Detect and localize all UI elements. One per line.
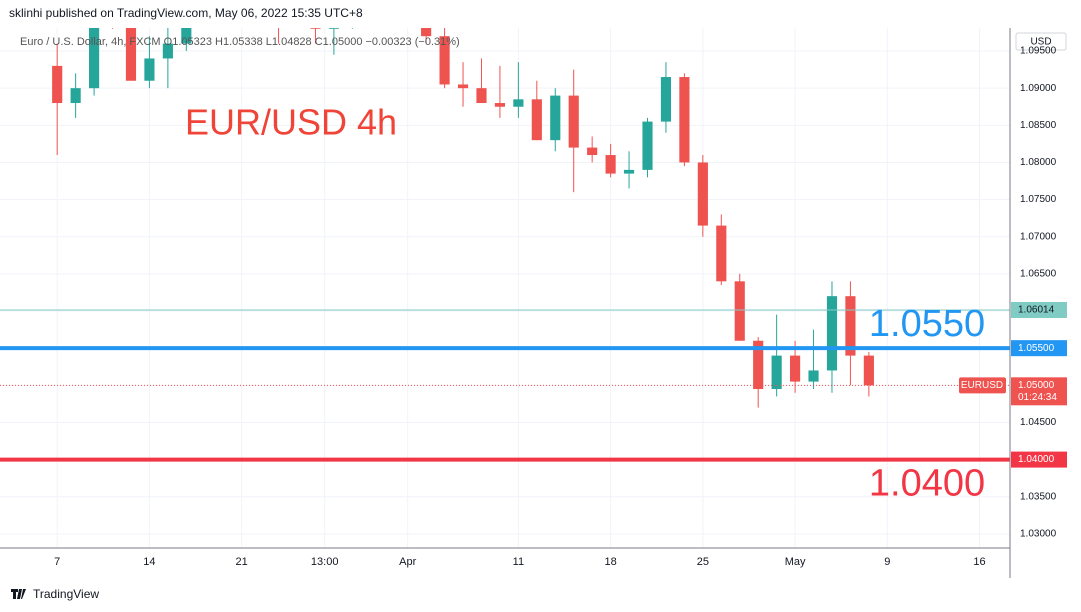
level-label: 1.0550	[869, 303, 985, 345]
candle-body	[808, 370, 819, 382]
candle-body	[421, 28, 432, 37]
price-tag-label: 1.06014	[1018, 305, 1055, 316]
candle-body	[845, 296, 856, 356]
x-tick-label: 16	[973, 556, 985, 568]
candle-body	[587, 147, 598, 156]
candle-body	[753, 340, 764, 390]
candle-body	[310, 28, 321, 29]
plot-area	[52, 28, 874, 408]
candle-body	[697, 162, 708, 226]
x-tick-label: 21	[236, 556, 248, 568]
y-tick-label: 1.03000	[1020, 529, 1057, 540]
countdown: 01:24:34	[1018, 392, 1057, 403]
price-tag	[1011, 340, 1067, 357]
level-label: 1.0400	[869, 463, 985, 505]
candle-body	[642, 121, 653, 170]
price-tag-label: 1.05500	[1018, 343, 1055, 354]
candle-body	[513, 99, 524, 107]
x-tick-label: May	[785, 556, 806, 568]
candle-body	[623, 169, 635, 174]
legend: Euro / U.S. Dollar, 4h, FXCM O1.05323 H1…	[20, 36, 460, 48]
price-tag	[1011, 301, 1067, 318]
candle-body	[734, 281, 745, 341]
currency-box[interactable]	[1015, 32, 1067, 51]
x-tick-label: 11	[513, 556, 524, 568]
y-tick-label: 1.04500	[1020, 417, 1057, 428]
candle-body	[70, 88, 81, 104]
candle-body	[679, 77, 690, 163]
candle-body	[550, 95, 561, 141]
price-tag-label: 1.04000	[1018, 454, 1055, 465]
candle-body	[790, 355, 801, 382]
candle-body	[144, 58, 155, 81]
y-tick-label: 1.07500	[1020, 194, 1057, 205]
candle-body	[531, 99, 542, 141]
x-tick-label: 7	[54, 556, 60, 568]
price-tag-label: 1.05000	[1018, 380, 1055, 391]
candle-body	[568, 95, 579, 148]
x-tick-label: Apr	[399, 556, 416, 568]
footer: TradingView	[33, 587, 99, 601]
candle-body	[863, 355, 874, 386]
candle-body	[162, 43, 173, 59]
candle-body	[439, 36, 450, 85]
y-tick-label: 1.07000	[1020, 231, 1057, 242]
candle-body	[125, 28, 137, 81]
y-tick-label: 1.09500	[1020, 46, 1057, 57]
candle-body	[771, 355, 782, 390]
price-tag	[1011, 451, 1067, 468]
currency[interactable]: USD	[1030, 37, 1051, 48]
header: sklinhi published on TradingView.com, Ma…	[9, 6, 363, 20]
chart-title: EUR/USD 4h	[185, 102, 397, 143]
x-tick-label: 13:00	[311, 556, 339, 568]
candle-body	[660, 77, 672, 122]
y-tick-label: 1.09000	[1020, 83, 1057, 94]
candle-body	[716, 225, 727, 282]
y-tick-label: 1.06500	[1020, 269, 1057, 280]
candle-body	[605, 155, 616, 174]
symbol-tag	[959, 377, 1006, 394]
candle-body	[494, 103, 505, 107]
tv-logo	[11, 589, 26, 599]
y-tick-label: 1.03500	[1020, 491, 1057, 502]
candle-body	[826, 296, 838, 371]
x-tick-label: 14	[143, 556, 155, 568]
x-tick-label: 9	[884, 556, 890, 568]
candle-body	[89, 28, 100, 89]
overlay	[0, 309, 1010, 462]
candle-body	[328, 28, 339, 29]
price-tag	[1011, 377, 1067, 406]
y-tick-label: 1.08000	[1020, 157, 1057, 168]
symbol-label: EURUSD	[961, 380, 1003, 391]
candle-body	[52, 65, 63, 104]
x-tick-label: 25	[697, 556, 709, 568]
x-tick-label: 18	[604, 556, 616, 568]
candle-body	[457, 84, 469, 89]
candle-body	[476, 88, 487, 104]
candle-body	[181, 28, 192, 44]
y-tick-label: 1.08500	[1020, 120, 1057, 131]
